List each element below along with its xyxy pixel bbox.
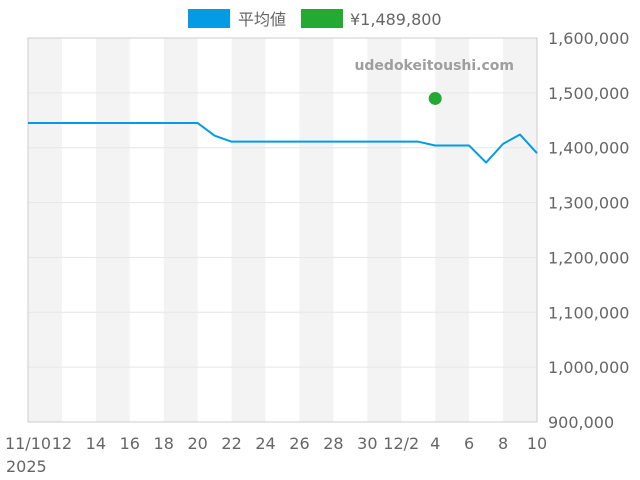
x-tick-label: 16	[120, 434, 140, 453]
x-tick-label: 6	[464, 434, 474, 453]
background-band	[435, 38, 470, 422]
background-bands	[28, 38, 537, 422]
y-tick-label: 1,600,000	[548, 29, 629, 48]
plot-frame	[27, 37, 538, 423]
background-band	[95, 38, 130, 422]
background-band	[299, 38, 334, 422]
background-band	[503, 38, 537, 422]
x-tick-label: 30	[357, 434, 377, 453]
x-tick-label: 12/2	[383, 434, 419, 453]
x-tick-label: 20	[187, 434, 207, 453]
y-tick-label: 1,200,000	[548, 248, 629, 267]
y-axis-tick-labels: 900,000 1,000,000 1,100,000 1,200,000 1,300,…	[548, 29, 629, 432]
y-tick-label: 900,000	[548, 413, 614, 432]
background-band	[231, 38, 266, 422]
x-tick-label: 8	[498, 434, 508, 453]
x-tick-label: 4	[430, 434, 440, 453]
y-tick-label: 1,300,000	[548, 194, 629, 213]
x-tick-label: 10	[527, 434, 547, 453]
x-tick-label: 11/10	[5, 434, 51, 453]
series-layer	[28, 91, 538, 164]
y-tick-label: 1,500,000	[548, 84, 629, 103]
x-axis-year-label: 2025	[6, 457, 47, 476]
x-tick-label: 22	[221, 434, 241, 453]
x-tick-label: 12	[52, 434, 72, 453]
y-tick-label: 1,000,000	[548, 358, 629, 377]
legend-label-average: 平均値	[238, 10, 286, 29]
watermark: udedokeitoushi.com	[354, 58, 514, 74]
x-tick-label: 14	[86, 434, 106, 453]
y-tick-label: 1,100,000	[548, 303, 629, 322]
average-price-line	[28, 122, 538, 164]
x-tick-label: 26	[289, 434, 309, 453]
x-tick-label: 18	[154, 434, 174, 453]
legend: 平均値 ¥1,489,800	[188, 9, 442, 29]
legend-swatch-price	[301, 9, 343, 28]
x-tick-label: 28	[323, 434, 343, 453]
background-band	[367, 38, 402, 422]
legend-swatch-average	[188, 9, 230, 28]
y-tick-label: 1,400,000	[548, 139, 629, 158]
background-band	[163, 38, 198, 422]
background-band	[28, 38, 62, 422]
legend-label-price: ¥1,489,800	[350, 10, 442, 29]
x-axis-tick-labels: 11/10 12 14 16 18 20 22 24 26 28 30 12/2 4 6 8 10	[5, 434, 547, 453]
current-price-point	[428, 91, 442, 105]
x-tick-label: 24	[255, 434, 275, 453]
